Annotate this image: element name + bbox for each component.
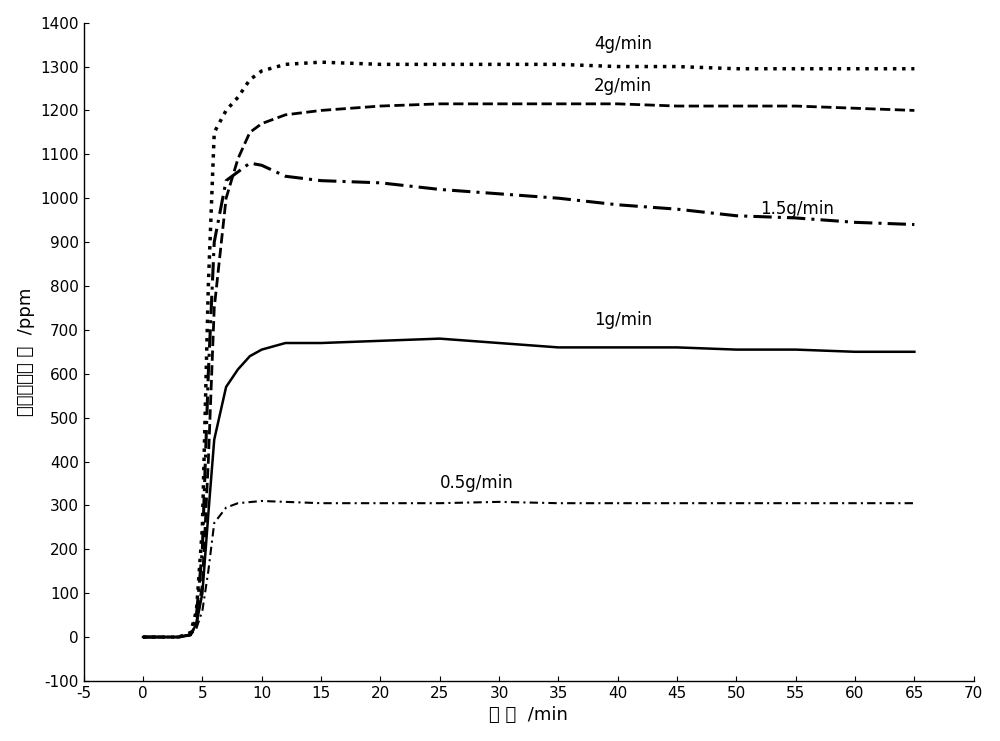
Text: 1.5g/min: 1.5g/min <box>760 199 834 218</box>
Y-axis label: 过氧化氢浓 度  /ppm: 过氧化氢浓 度 /ppm <box>17 288 35 416</box>
Text: 2g/min: 2g/min <box>594 76 652 95</box>
Text: 1g/min: 1g/min <box>594 311 652 330</box>
Text: 4g/min: 4g/min <box>594 35 652 53</box>
Text: 0.5g/min: 0.5g/min <box>440 473 513 492</box>
X-axis label: 时 间  /min: 时 间 /min <box>489 706 568 725</box>
